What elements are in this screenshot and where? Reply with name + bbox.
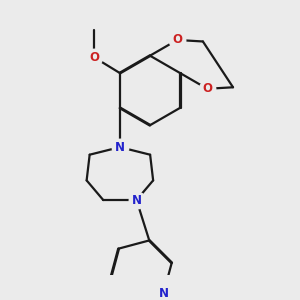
Text: N: N xyxy=(115,141,125,154)
Text: O: O xyxy=(89,51,99,64)
Text: O: O xyxy=(202,82,212,95)
Text: O: O xyxy=(172,34,182,46)
Text: N: N xyxy=(158,287,169,300)
Text: N: N xyxy=(131,194,142,206)
